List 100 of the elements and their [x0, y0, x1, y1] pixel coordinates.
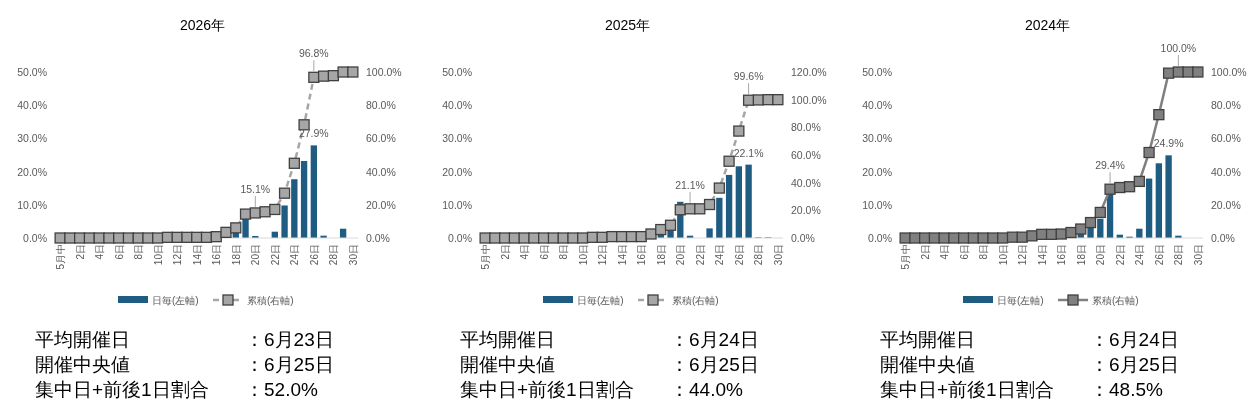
x-tick-label: 14日 — [1036, 244, 1048, 266]
y2-tick-label: 60.0% — [1211, 132, 1241, 145]
x-tick-label: 28日 — [328, 244, 340, 266]
text: 平均開催日：6月23日 — [35, 329, 334, 350]
x-tick-label: 26日 — [1153, 244, 1165, 266]
x-tick-label: 8日 — [978, 244, 990, 260]
y-tick-label: 50.0% — [442, 66, 472, 78]
y2-tick-label: 40.0% — [791, 176, 821, 189]
y-tick-label: 10.0% — [862, 198, 892, 211]
y-tick-label: 0.0% — [448, 232, 472, 244]
y2-tick-label: 120.0% — [791, 66, 827, 78]
y-tick-label: 20.0% — [442, 165, 472, 178]
x-tick-label: 5月中 — [55, 244, 67, 270]
y2-tick-label: 100.0% — [1211, 66, 1247, 78]
x-tick-label: 2日 — [74, 244, 86, 260]
y2-tick-label: 40.0% — [366, 165, 396, 178]
x-tick-label: 22日 — [1114, 244, 1126, 266]
x-tick-label: 5月中 — [900, 244, 912, 270]
x-tick-label: 4日 — [939, 244, 951, 260]
data-label: 15.1% — [240, 182, 271, 195]
text: 開催中央値：6月25日 — [35, 354, 334, 375]
x-tick-label: 30日 — [1192, 244, 1204, 266]
y-tick-label: 50.0% — [862, 66, 892, 78]
x-tick-label: 24日 — [289, 244, 301, 266]
x-tick-label: 18日 — [655, 244, 667, 266]
x-tick-label: 22日 — [694, 244, 706, 266]
chart-title: 2025年 — [604, 17, 651, 33]
legend-label: 日毎(左軸) — [997, 295, 1044, 306]
y-tick-label: 40.0% — [442, 99, 472, 112]
y2-tick-label: 60.0% — [791, 149, 821, 161]
data-label: 96.8% — [298, 47, 329, 60]
x-tick-label: 30日 — [347, 244, 359, 266]
data-label: 29.4% — [1095, 159, 1125, 172]
x-tick-label: 24日 — [714, 244, 726, 266]
x-tick-label: 20日 — [675, 244, 687, 266]
x-tick-label: 4日 — [519, 244, 531, 260]
x-tick-label: 8日 — [558, 244, 570, 260]
y2-tick-label: 20.0% — [1211, 198, 1241, 211]
x-tick-label: 10日 — [152, 244, 164, 266]
x-tick-label: 22日 — [269, 244, 281, 266]
x-tick-label: 14日 — [616, 244, 628, 266]
y2-tick-label: 0.0% — [1211, 232, 1235, 244]
y-tick-label: 0.0% — [868, 232, 892, 244]
x-tick-label: 28日 — [753, 244, 765, 266]
legend-label: 日毎(左軸) — [152, 295, 199, 306]
text: 開催中央値：6月25日 — [880, 354, 1179, 375]
x-tick-label: 6日 — [958, 244, 970, 260]
chart-title: 2024年 — [1024, 17, 1071, 33]
y2-tick-label: 80.0% — [791, 121, 821, 134]
text: 集中日+前後1日割合：44.0% — [460, 379, 743, 400]
legend-label: 累積(右軸) — [247, 295, 294, 306]
y-tick-label: 40.0% — [17, 99, 47, 112]
x-tick-label: 16日 — [1056, 244, 1068, 266]
data-label: 27.9% — [298, 127, 329, 140]
y-tick-label: 10.0% — [17, 198, 47, 211]
y2-tick-label: 20.0% — [791, 204, 821, 217]
x-tick-label: 4日 — [94, 244, 106, 260]
x-tick-label: 6日 — [113, 244, 125, 260]
legend-label: 累積(右軸) — [672, 295, 719, 306]
y2-tick-label: 40.0% — [1211, 165, 1241, 178]
y-tick-label: 40.0% — [862, 99, 892, 112]
text: 平均開催日：6月24日 — [880, 329, 1179, 350]
x-tick-label: 6日 — [538, 244, 550, 260]
chart-title: 2026年 — [179, 17, 226, 33]
y2-tick-label: 0.0% — [366, 232, 390, 244]
y-tick-label: 20.0% — [17, 165, 47, 178]
y-tick-label: 20.0% — [862, 165, 892, 178]
data-label: 100.0% — [1160, 42, 1197, 54]
y2-tick-label: 100.0% — [366, 66, 402, 78]
text: 集中日+前後1日割合：52.0% — [35, 379, 318, 400]
y2-tick-label: 100.0% — [791, 93, 827, 106]
y2-tick-label: 60.0% — [366, 132, 396, 145]
x-tick-label: 10日 — [577, 244, 589, 266]
data-label: 22.1% — [733, 146, 764, 159]
x-tick-label: 12日 — [597, 244, 609, 266]
text: 開催中央値：6月25日 — [460, 354, 759, 375]
x-tick-label: 5月中 — [480, 244, 492, 270]
legend-label: 日毎(左軸) — [577, 295, 624, 306]
text: 平均開催日：6月24日 — [460, 329, 759, 350]
y-tick-label: 30.0% — [442, 132, 472, 145]
x-tick-label: 20日 — [250, 244, 262, 266]
data-label: 99.6% — [733, 70, 764, 83]
y2-tick-label: 20.0% — [366, 198, 396, 211]
data-label: 21.1% — [675, 178, 705, 191]
text: 集中日+前後1日割合：48.5% — [880, 379, 1163, 400]
y2-tick-label: 0.0% — [791, 232, 815, 244]
y-tick-label: 0.0% — [23, 232, 47, 244]
x-tick-label: 12日 — [1017, 244, 1029, 266]
x-tick-label: 8日 — [133, 244, 145, 260]
x-tick-label: 20日 — [1095, 244, 1107, 266]
x-tick-label: 14日 — [191, 244, 203, 266]
legend-label: 累積(右軸) — [1092, 295, 1139, 306]
x-tick-label: 10日 — [997, 244, 1009, 266]
y-tick-label: 30.0% — [862, 132, 892, 145]
y-tick-label: 50.0% — [17, 66, 47, 78]
x-tick-label: 2日 — [919, 244, 931, 260]
y-tick-label: 10.0% — [442, 198, 472, 211]
x-tick-label: 26日 — [308, 244, 320, 266]
x-tick-label: 12日 — [172, 244, 184, 266]
x-tick-label: 16日 — [636, 244, 648, 266]
